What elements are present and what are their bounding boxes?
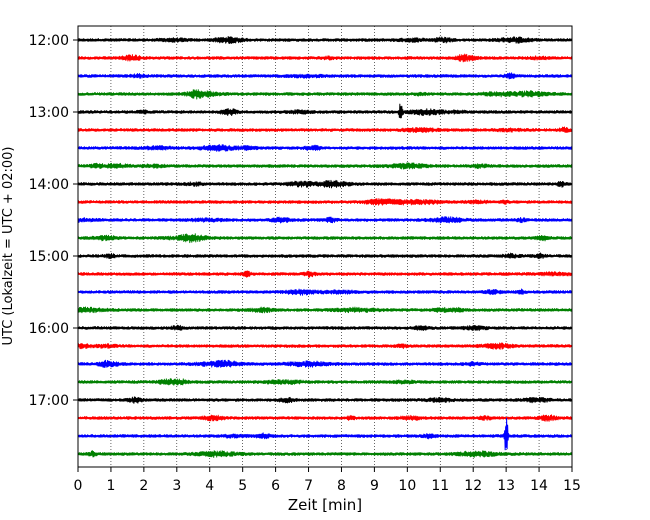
- trace-4: [77, 103, 573, 119]
- trace-16: [77, 324, 573, 332]
- trace-23: [77, 450, 573, 458]
- x-axis-label: Zeit [min]: [288, 496, 362, 514]
- trace-20: [77, 396, 573, 404]
- x-tick-label-0: 0: [74, 478, 83, 494]
- x-tick-label-6: 6: [271, 478, 280, 494]
- trace-21: [77, 414, 573, 422]
- y-tick-label-3: 15:00: [29, 249, 69, 265]
- trace-17: [77, 342, 573, 350]
- trace-13: [77, 270, 573, 278]
- trace-14: [77, 288, 573, 296]
- trace-15: [77, 306, 573, 314]
- trace-10: [77, 216, 573, 224]
- traces-group: [77, 35, 573, 458]
- plot-background: [78, 26, 572, 467]
- x-axis-ticks: 0 1 2 3 4 5 6 7 8 9 10 11 12 13 14 15: [74, 467, 581, 494]
- x-tick-label-12: 12: [464, 478, 482, 494]
- trace-11: [77, 233, 573, 244]
- x-tick-label-14: 14: [530, 478, 548, 494]
- trace-8: [77, 179, 573, 189]
- trace-7: [77, 162, 573, 170]
- x-tick-label-3: 3: [172, 478, 181, 494]
- y-tick-label-5: 17:00: [29, 393, 69, 409]
- trace-0: [77, 35, 573, 45]
- y-axis-ticks: 12:00 13:00 14:00 15:00 16:00 17:00: [29, 33, 78, 409]
- plot-frame: [77, 25, 573, 468]
- trace-1: [77, 53, 573, 63]
- x-tick-label-1: 1: [106, 478, 115, 494]
- y-tick-label-2: 14:00: [29, 177, 69, 193]
- trace-5: [77, 126, 573, 133]
- x-tick-label-8: 8: [337, 478, 346, 494]
- x-tick-label-9: 9: [370, 478, 379, 494]
- trace-3: [77, 89, 573, 100]
- trace-9: [77, 198, 573, 206]
- x-tick-label-4: 4: [205, 478, 214, 494]
- y-tick-label-4: 16:00: [29, 321, 69, 337]
- y-tick-label-1: 13:00: [29, 105, 69, 121]
- x-tick-label-15: 15: [563, 478, 581, 494]
- trace-22: [77, 417, 573, 451]
- x-tick-label-11: 11: [431, 478, 449, 494]
- y-tick-label-0: 12:00: [29, 33, 69, 49]
- trace-19: [77, 378, 573, 386]
- trace-6: [77, 143, 573, 152]
- trace-12: [77, 252, 573, 260]
- y-axis-label: UTC (Lokalzeit = UTC + 02:00): [1, 147, 16, 346]
- x-tick-label-13: 13: [497, 478, 515, 494]
- trace-18: [77, 359, 573, 368]
- trace-2: [77, 72, 573, 80]
- x-tick-label-10: 10: [398, 478, 416, 494]
- x-tick-label-2: 2: [139, 478, 148, 494]
- x-tick-label-7: 7: [304, 478, 313, 494]
- x-tick-label-5: 5: [238, 478, 247, 494]
